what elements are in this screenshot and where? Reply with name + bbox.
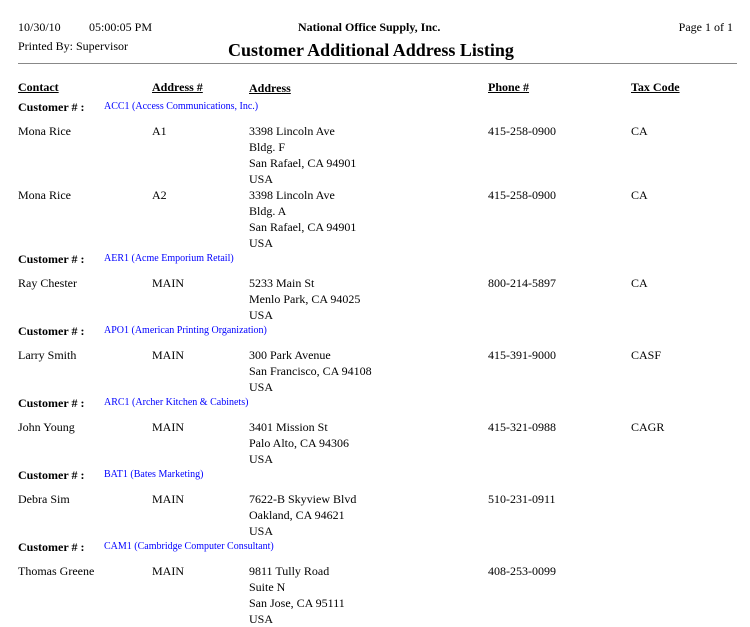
address-record: Mona Rice A1 415-258-0900 CA 3398 Lincoln Av… [0, 123, 750, 187]
address-line: Suite N [249, 580, 286, 594]
address-number: A2 [152, 188, 167, 202]
printed-by: Printed By: Supervisor [18, 39, 128, 53]
customer-group-header: Customer # : BAT1 (Bates Marketing) [0, 467, 750, 491]
contact-name: Mona Rice [18, 188, 71, 202]
contact-name: John Young [18, 420, 75, 434]
customer-label: Customer # : [18, 100, 85, 114]
address-number: MAIN [152, 420, 184, 434]
address-block: 3398 Lincoln Ave Bldg. A San Rafael, CA 94… [249, 187, 750, 251]
customer-link[interactable]: AER1 (Acme Emporium Retail) [104, 253, 234, 264]
column-header-tax-code: Tax Code [631, 80, 680, 94]
customer-link[interactable]: CAM1 (Cambridge Computer Consultant) [104, 541, 274, 552]
address-line: San Rafael, CA 94901 [249, 220, 357, 234]
phone-number: 510-231-0911 [488, 492, 556, 506]
address-line: San Francisco, CA 94108 [249, 364, 372, 378]
customer-group-header: Customer # : ACC1 (Access Communications,… [0, 99, 750, 123]
address-record: John Young MAIN 415-321-0988 CAGR 3401 Missi… [0, 419, 750, 467]
address-line: San Rafael, CA 94901 [249, 156, 357, 170]
customer-link[interactable]: APO1 (American Printing Organization) [104, 325, 267, 336]
address-line: 5233 Main St [249, 276, 315, 290]
customer-label: Customer # : [18, 252, 85, 266]
phone-number: 415-258-0900 [488, 188, 556, 202]
phone-number: 415-258-0900 [488, 124, 556, 138]
address-number: MAIN [152, 564, 184, 578]
address-number: A1 [152, 124, 167, 138]
address-line: Palo Alto, CA 94306 [249, 436, 350, 450]
column-header-contact: Contact [18, 80, 59, 94]
address-line: Bldg. A [249, 204, 287, 218]
customer-link[interactable]: ARC1 (Archer Kitchen & Cabinets) [104, 397, 249, 408]
address-line: USA [249, 524, 274, 538]
phone-number: 408-253-0099 [488, 564, 556, 578]
tax-code: CA [631, 276, 648, 290]
address-line: USA [249, 308, 274, 322]
address-line: 9811 Tully Road [249, 564, 330, 578]
tax-code: CASF [631, 348, 662, 362]
header-divider [18, 63, 737, 64]
customer-label: Customer # : [18, 468, 85, 482]
address-line: 7622-B Skyview Blvd [249, 492, 357, 506]
address-line: Menlo Park, CA 94025 [249, 292, 361, 306]
address-record: Ray Chester MAIN 800-214-5897 CA 5233 Main S… [0, 275, 750, 323]
tax-code: CA [631, 188, 648, 202]
phone-number: 800-214-5897 [488, 276, 556, 290]
customer-group-header: Customer # : ARC1 (Archer Kitchen & Cabin… [0, 395, 750, 419]
phone-number: 415-391-9000 [488, 348, 556, 362]
address-line: 3398 Lincoln Ave [249, 124, 335, 138]
contact-name: Larry Smith [18, 348, 77, 362]
address-record: Mona Rice A2 415-258-0900 CA 3398 Lincoln Av… [0, 187, 750, 251]
report-time: 05:00:05 PM [89, 20, 153, 34]
page-number: Page 1 of 1 [678, 20, 733, 34]
address-block: 9811 Tully Road Suite N San Jose, CA 95111… [249, 563, 750, 627]
customer-label: Customer # : [18, 396, 85, 410]
column-header-address-no: Address # [152, 80, 203, 94]
report-date: 10/30/10 [18, 20, 61, 34]
column-header-phone: Phone # [488, 80, 530, 94]
customer-link[interactable]: BAT1 (Bates Marketing) [104, 469, 204, 480]
tax-code: CA [631, 124, 648, 138]
address-block: 3398 Lincoln Ave Bldg. F San Rafael, CA 94… [249, 123, 750, 187]
address-block: 3401 Mission St Palo Alto, CA 94306 USA [249, 419, 750, 467]
tax-code: CAGR [631, 420, 665, 434]
customer-group-header: Customer # : APO1 (American Printing Orga… [0, 323, 750, 347]
address-line: 3398 Lincoln Ave [249, 188, 335, 202]
address-line: USA [249, 236, 274, 250]
customer-label: Customer # : [18, 540, 85, 554]
address-record: Debra Sim MAIN 510-231-0911 7622-B Skyview … [0, 491, 750, 539]
customer-group-header: Customer # : CAM1 (Cambridge Computer Con… [0, 539, 750, 563]
address-line: Oakland, CA 94621 [249, 508, 345, 522]
address-record: Thomas Greene MAIN 408-253-0099 9811 Tully … [0, 563, 750, 627]
address-line: 3401 Mission St [249, 420, 328, 434]
address-block: 5233 Main St Menlo Park, CA 94025 USA [249, 275, 750, 323]
report-title: Customer Additional Address Listing [228, 40, 514, 60]
address-line: USA [249, 380, 274, 394]
address-line: 300 Park Avenue [249, 348, 331, 362]
address-block: 300 Park Avenue San Francisco, CA 94108 US… [249, 347, 750, 395]
report-body: Customer # : ACC1 (Access Communications,… [0, 99, 750, 627]
address-number: MAIN [152, 348, 184, 362]
address-line: San Jose, CA 95111 [249, 596, 345, 610]
contact-name: Debra Sim [18, 492, 70, 506]
company-name: National Office Supply, Inc. [298, 20, 441, 34]
address-line: USA [249, 452, 274, 466]
address-record: Larry Smith MAIN 415-391-9000 CASF 300 Park … [0, 347, 750, 395]
customer-label: Customer # : [18, 324, 85, 338]
contact-name: Mona Rice [18, 124, 71, 138]
column-header-address: Address [249, 81, 291, 95]
phone-number: 415-321-0988 [488, 420, 556, 434]
address-line: USA [249, 612, 274, 626]
address-line: Bldg. F [249, 140, 286, 154]
address-line: USA [249, 172, 274, 186]
customer-link[interactable]: ACC1 (Access Communications, Inc.) [104, 101, 259, 112]
contact-name: Thomas Greene [18, 564, 95, 578]
address-number: MAIN [152, 492, 184, 506]
contact-name: Ray Chester [18, 276, 77, 290]
customer-group-header: Customer # : AER1 (Acme Emporium Retail) [0, 251, 750, 275]
address-block: 7622-B Skyview Blvd Oakland, CA 94621 USA [249, 491, 750, 539]
address-number: MAIN [152, 276, 184, 290]
